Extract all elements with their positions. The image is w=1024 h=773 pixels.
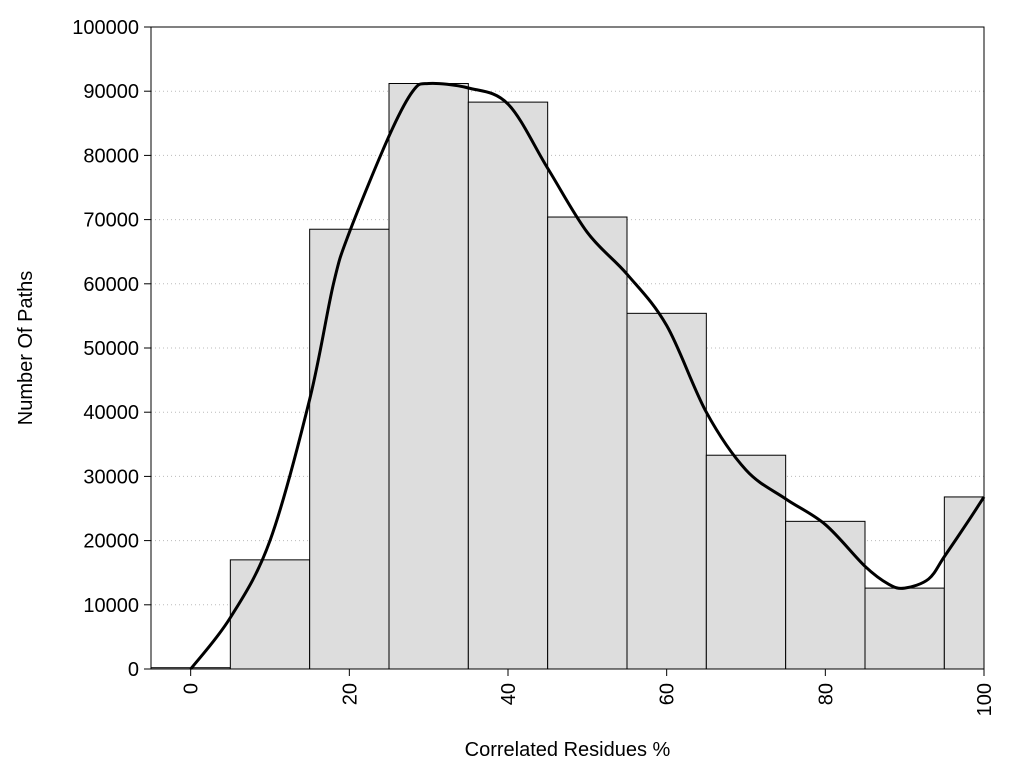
y-tick-label: 70000: [83, 210, 139, 232]
x-tick-label: 100: [974, 683, 996, 716]
x-axis-ticks: 0 20 40 60 80 100: [181, 669, 996, 716]
y-tick-label: 100000: [72, 17, 139, 39]
y-tick-label: 60000: [83, 274, 139, 296]
y-axis-ticks: 0 10000 20000 30000 40000 50000 60000 70000 8000…: [72, 17, 151, 681]
y-tick-label: 80000: [83, 145, 139, 167]
histogram-bar: [705, 454, 787, 670]
x-tick-label: 60: [657, 683, 679, 705]
histogram-bar: [864, 587, 945, 670]
histogram-bar: [467, 101, 549, 670]
x-tick-label: 20: [339, 683, 361, 705]
y-tick-label: 40000: [83, 402, 139, 424]
histogram-bar: [943, 496, 985, 670]
density-curve-line: [189, 81, 986, 670]
histogram-bar: [388, 82, 469, 670]
x-tick-label: 40: [498, 683, 520, 705]
x-axis-title: Correlated Residues %: [465, 739, 671, 761]
histogram-bar: [626, 312, 707, 670]
y-tick-label: 10000: [83, 595, 139, 617]
x-tick-label: 0: [181, 683, 203, 694]
y-tick-label: 90000: [83, 81, 139, 103]
y-tick-label: 30000: [83, 466, 139, 488]
histogram-bars: [150, 82, 985, 670]
histogram-bar: [547, 216, 628, 670]
histogram-bar: [309, 228, 390, 670]
y-axis-title: Number Of Paths: [15, 271, 37, 426]
histogram-bar: [785, 520, 866, 670]
histogram-bar: [229, 559, 311, 670]
x-tick-label: 80: [815, 683, 837, 705]
y-tick-label: 50000: [83, 338, 139, 360]
y-tick-label: 0: [128, 659, 139, 681]
y-tick-label: 20000: [83, 531, 139, 553]
